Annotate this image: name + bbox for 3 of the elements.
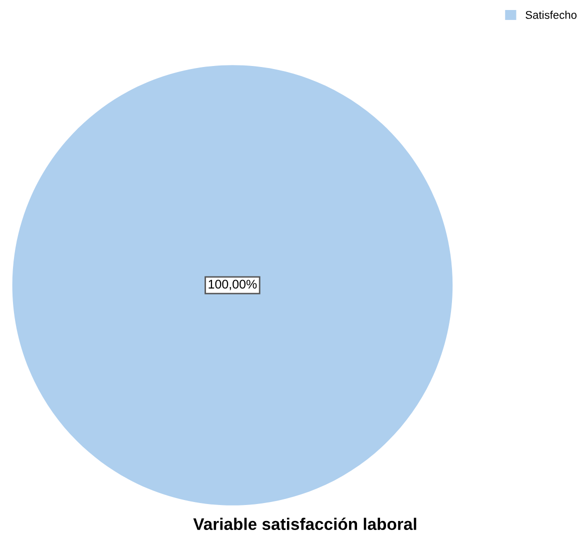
data-label: 100,00% bbox=[208, 280, 257, 290]
text: Variable satisfacción laboral bbox=[193, 518, 416, 530]
legend-label: Satisfecho bbox=[526, 10, 577, 19]
